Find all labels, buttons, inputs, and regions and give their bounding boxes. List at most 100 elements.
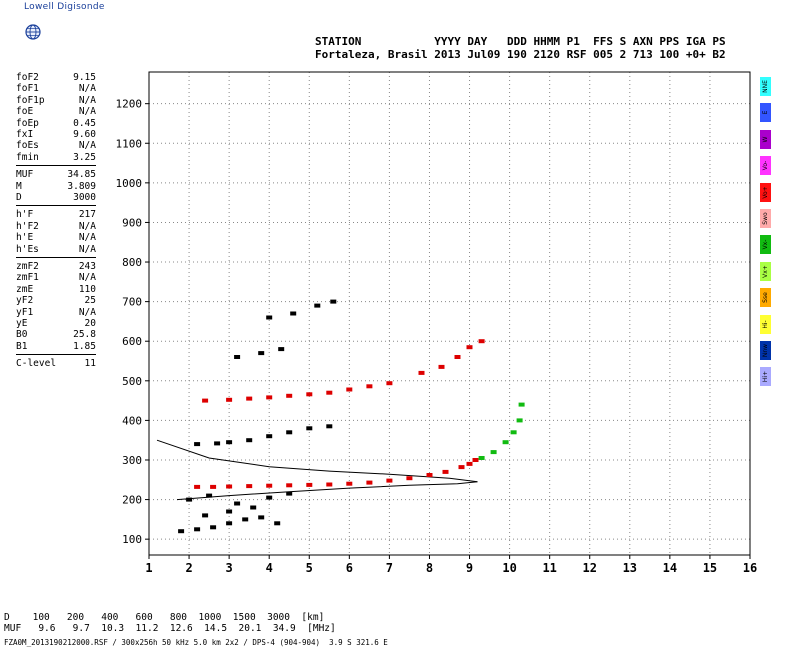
param-row: foEs N/A xyxy=(16,140,96,151)
param-value: N/A xyxy=(78,243,96,255)
y-tick-label: 100 xyxy=(122,533,142,546)
data-point xyxy=(258,351,265,356)
param-label: yE xyxy=(16,318,28,329)
legend-item: Vx+ xyxy=(760,261,771,281)
param-row: yF1 N/A xyxy=(16,307,96,318)
param-row: zmF1 N/A xyxy=(16,272,96,283)
x-tick-label: 4 xyxy=(266,561,273,575)
data-point xyxy=(346,481,353,486)
legend-item: Hi+ xyxy=(760,367,771,387)
globe-icon xyxy=(6,5,41,40)
param-label: h'F xyxy=(16,209,34,221)
y-tick-label: 800 xyxy=(122,256,142,269)
param-label: zmF1 xyxy=(16,272,39,284)
data-point xyxy=(306,392,313,397)
param-row: D 3000 xyxy=(16,192,96,203)
data-point xyxy=(266,395,273,400)
data-point xyxy=(250,505,257,510)
data-point xyxy=(516,418,523,423)
param-row: zmF2 243 xyxy=(16,261,96,272)
y-tick-label: 1100 xyxy=(116,137,143,150)
legend-item: NNE xyxy=(760,77,771,96)
y-tick-label: 900 xyxy=(122,216,142,229)
data-point xyxy=(258,515,265,520)
legend-item: Vx- xyxy=(760,235,771,255)
data-point xyxy=(206,493,213,498)
distance-row: D 100 200 400 600 800 1000 1500 3000 [km… xyxy=(4,612,325,623)
param-value: 110 xyxy=(78,283,96,295)
param-label: h'Es xyxy=(16,243,39,255)
param-label: zmF2 xyxy=(16,261,39,272)
data-point xyxy=(266,315,273,320)
legend-item: Sse xyxy=(760,288,771,308)
data-point xyxy=(442,469,449,474)
param-label: foE xyxy=(16,106,34,118)
legend-item: W xyxy=(760,129,771,149)
data-point xyxy=(472,458,479,462)
data-point xyxy=(242,517,249,522)
data-point xyxy=(226,509,233,514)
data-point xyxy=(194,527,201,532)
data-point xyxy=(386,381,393,386)
data-point xyxy=(366,480,373,485)
data-point xyxy=(418,370,425,375)
data-point xyxy=(326,424,333,429)
data-point xyxy=(454,355,461,359)
legend-item: Vo+ xyxy=(760,182,771,202)
data-point xyxy=(326,390,333,395)
x-tick-label: 1 xyxy=(145,561,152,575)
footer-info: FZA0M_2013190212000.RSF / 300x256h 50 kH… xyxy=(4,638,388,647)
data-point xyxy=(438,364,445,369)
param-row: foF2 9.15 xyxy=(16,72,96,83)
x-tick-label: 11 xyxy=(542,561,556,575)
param-value: N/A xyxy=(78,106,96,118)
y-tick-label: 1200 xyxy=(116,98,143,111)
param-value: 0.45 xyxy=(73,117,96,129)
x-tick-label: 5 xyxy=(306,561,313,575)
param-row: fmin 3.25 xyxy=(16,152,96,163)
header-line-2: Fortaleza, Brasil 2013 Jul09 190 2120 RS… xyxy=(315,48,726,61)
param-row: h'Es N/A xyxy=(16,244,96,255)
y-tick-label: 600 xyxy=(122,335,142,348)
data-point xyxy=(306,482,313,487)
x-tick-label: 6 xyxy=(346,561,353,575)
param-value: N/A xyxy=(78,220,96,232)
param-separator xyxy=(16,354,96,356)
data-point xyxy=(286,483,293,488)
param-value: 25.8 xyxy=(73,329,96,341)
y-tick-label: 700 xyxy=(122,296,142,309)
param-label: h'E xyxy=(16,232,34,244)
data-point xyxy=(306,426,313,431)
x-tick-label: 10 xyxy=(502,561,516,575)
data-point xyxy=(246,438,253,443)
data-point xyxy=(210,484,217,489)
param-label: foEs xyxy=(16,140,39,152)
data-point xyxy=(458,465,465,470)
plot-frame xyxy=(148,71,751,556)
data-point xyxy=(406,476,413,481)
data-point xyxy=(466,461,473,466)
x-tick-label: 13 xyxy=(623,561,637,575)
data-point xyxy=(286,430,293,435)
y-tick-label: 200 xyxy=(122,494,142,507)
param-value: 3.809 xyxy=(67,180,96,192)
param-value: N/A xyxy=(78,232,96,244)
x-tick-label: 12 xyxy=(583,561,597,575)
data-point xyxy=(490,450,497,455)
param-row: B0 25.8 xyxy=(16,329,96,340)
data-point xyxy=(266,434,273,439)
param-label: fmin xyxy=(16,151,39,163)
param-value: 11 xyxy=(84,358,96,370)
param-label: yF1 xyxy=(16,306,34,318)
param-row: h'F2 N/A xyxy=(16,221,96,232)
param-value: 9.60 xyxy=(73,129,96,140)
param-label: fxI xyxy=(16,129,34,140)
y-tick-label: 1000 xyxy=(116,177,143,190)
data-point xyxy=(226,440,233,445)
param-label: h'F2 xyxy=(16,220,39,232)
data-point xyxy=(266,495,273,500)
param-value: 34.85 xyxy=(67,169,96,181)
param-row: yF2 25 xyxy=(16,295,96,306)
legend-item: Hi- xyxy=(760,314,771,334)
data-point xyxy=(186,497,193,502)
